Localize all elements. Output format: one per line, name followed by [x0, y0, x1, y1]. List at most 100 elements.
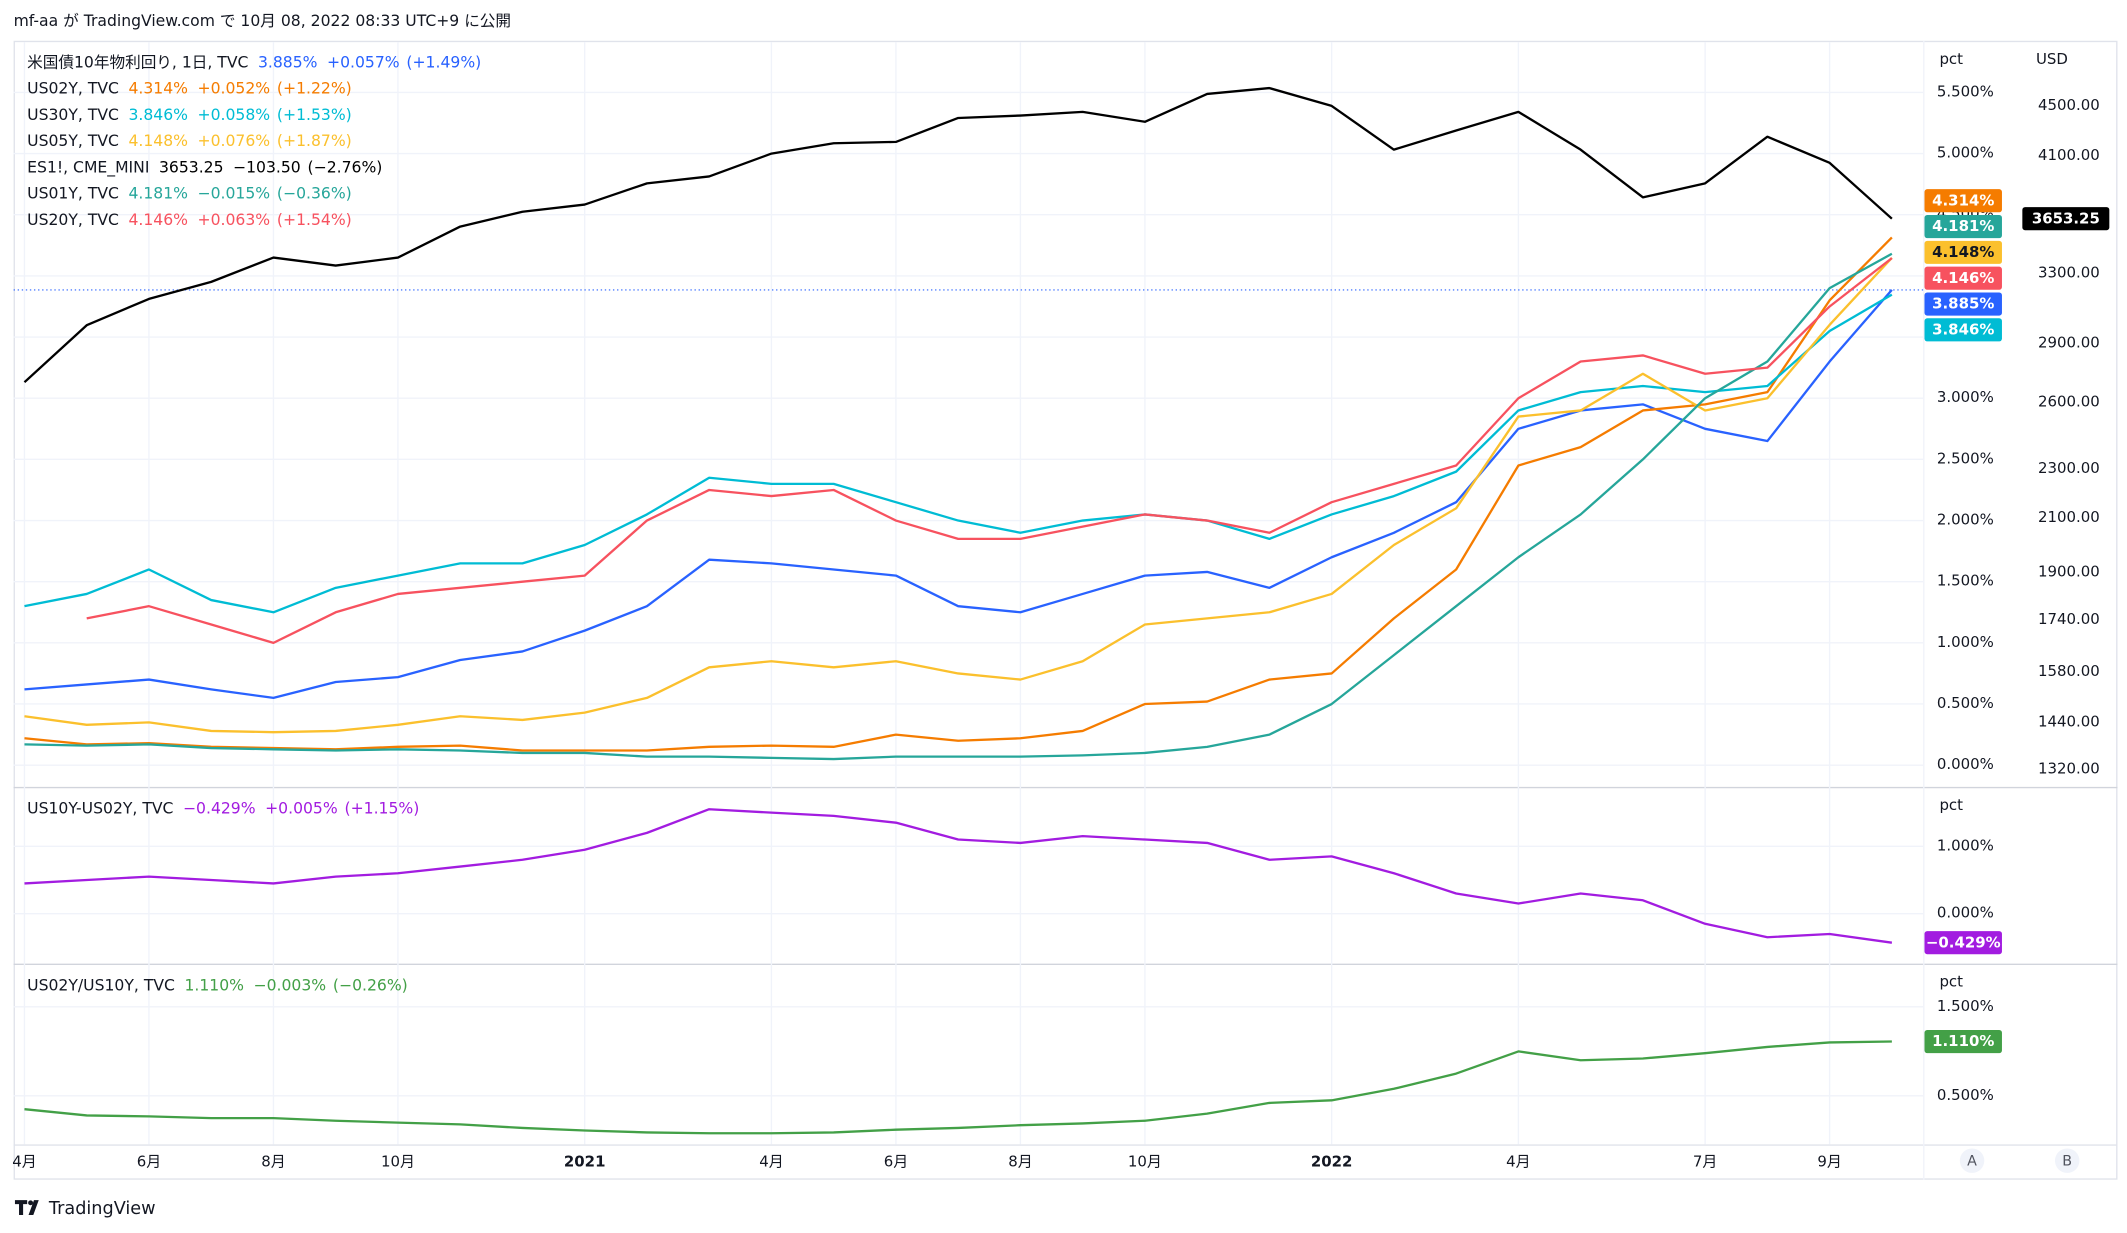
price-badge-label: 4.181%: [1932, 217, 1994, 235]
legend-change-pct: (+1.54%): [277, 210, 352, 228]
legend-entry: US01Y, TVC 4.181% −0.015% (−0.36%): [27, 184, 352, 202]
price-badge: [1924, 189, 2002, 213]
series-line: [24, 257, 1893, 734]
x-tick-label: 4月: [1506, 1153, 1530, 1171]
price-badge: [1924, 318, 2002, 342]
axis-unit: USD: [2036, 50, 2068, 68]
legend-entry: 米国債10年物利回り, 1日, TVC 3.885% +0.057% (+1.49%): [27, 53, 481, 71]
chart-frame: [13, 40, 2118, 1180]
y2-tick-label: 1740.00: [2038, 610, 2100, 628]
series-line: [86, 257, 1893, 645]
button-label[interactable]: A: [1967, 1153, 1977, 1169]
legend-change-pct: (+1.53%): [277, 105, 352, 123]
price-badge: [1924, 266, 2002, 290]
price-badge-label: 3653.25: [2032, 209, 2100, 227]
footer-logo: TradingView: [14, 1199, 156, 1219]
axis-unit: pct: [1939, 796, 1963, 814]
y-tick-label: 1.500%: [1937, 572, 1994, 590]
price-badge: [1924, 292, 2002, 316]
y2-tick-label: 2100.00: [2038, 508, 2100, 526]
y-tick-label: 0.500%: [1937, 1086, 1994, 1104]
publish-header: mf-aa が TradingView.com で 10月 08, 2022 0…: [14, 12, 511, 30]
y-tick-label: 1.000%: [1937, 836, 1994, 854]
legend-change: +0.057%: [327, 53, 400, 71]
x-tick-label: 6月: [884, 1153, 908, 1171]
legend-change: −103.50: [233, 158, 301, 176]
legend-change-pct: (+1.49%): [406, 53, 481, 71]
legend-change: +0.005%: [265, 799, 338, 817]
legend-entry: US30Y, TVC 3.846% +0.058% (+1.53%): [27, 105, 352, 123]
series-line: [24, 236, 1893, 752]
legend-name: US10Y-US02Y, TVC: [27, 799, 173, 817]
legend-change-pct: (+1.15%): [345, 799, 420, 817]
legend-change: −0.003%: [254, 976, 327, 994]
legend-name: US05Y, TVC: [27, 132, 119, 150]
x-tick-label: 6月: [137, 1153, 161, 1171]
legend-last: 4.148%: [128, 132, 188, 150]
y2-tick-label: 1900.00: [2038, 562, 2100, 580]
legend-change-pct: (+1.87%): [277, 132, 352, 150]
legend-name: US02Y/US10Y, TVC: [27, 976, 175, 994]
x-tick-label: 10月: [381, 1153, 415, 1171]
x-tick-label: 9月: [1817, 1153, 1841, 1171]
labels: 4月 6月 8月 10月 2021 4月 6月 8月 10月 2022 4月 7月 9月 pct USD 0.…: [12, 50, 2110, 1171]
legend-entry: US02Y, TVC 4.314% +0.052% (+1.22%): [27, 79, 352, 97]
legend-entry: ES1!, CME_MINI 3653.25 −103.50 (−2.76%): [27, 158, 382, 177]
price-badge: [1924, 1030, 2002, 1054]
price-badge-label: 4.148%: [1932, 243, 1994, 261]
series-line: [24, 252, 1893, 761]
button-circle[interactable]: [1959, 1148, 1985, 1173]
plot: [13, 86, 1924, 1135]
y-tick-label: 0.000%: [1937, 904, 1994, 922]
price-badge-label: −0.429%: [1926, 933, 2001, 951]
button-circle[interactable]: [2054, 1148, 2080, 1173]
series-line: [23, 86, 1893, 384]
legend-last: 3653.25: [159, 158, 224, 176]
scale-button[interactable]: A: [1959, 1148, 1985, 1173]
legend-name: US01Y, TVC: [27, 184, 119, 202]
y-tick-label: 1.500%: [1937, 997, 1994, 1015]
axis-unit: pct: [1939, 973, 1963, 991]
y-tick-label: 2.000%: [1937, 511, 1994, 529]
legend-entry: US02Y/US10Y, TVC 1.110% −0.003% (−0.26%): [27, 976, 408, 994]
y-tick-label: 1.000%: [1937, 633, 1994, 651]
price-badge: [1924, 215, 2002, 239]
legend-last: −0.429%: [183, 799, 256, 817]
legend-last: 4.314%: [128, 79, 188, 97]
legend-name: US30Y, TVC: [27, 105, 119, 123]
logo-text: TradingView: [48, 1199, 156, 1219]
x-tick-label: 4月: [12, 1153, 36, 1171]
legend-change-pct: (−2.76%): [308, 158, 383, 176]
x-tick-label: 2021: [564, 1153, 606, 1171]
x-tick-label: 4月: [759, 1153, 783, 1171]
legend-change: +0.076%: [198, 132, 271, 150]
legend-name: 米国債10年物利回り, 1日, TVC: [27, 53, 248, 71]
scale-button[interactable]: B: [2054, 1148, 2080, 1173]
legend-last: 1.110%: [184, 976, 244, 994]
y-tick-label: 0.000%: [1937, 755, 1994, 773]
logo-dot: [28, 1200, 34, 1206]
legend-entry: US20Y, TVC 4.146% +0.063% (+1.54%): [27, 210, 352, 228]
series-line: [24, 808, 1893, 944]
price-badge-label: 4.146%: [1932, 269, 1994, 287]
y-tick-label: 5.500%: [1937, 82, 1994, 100]
y2-tick-label: 1320.00: [2038, 759, 2100, 777]
axis-unit: pct: [1939, 50, 1963, 68]
y-tick-label: 3.000%: [1937, 388, 1994, 406]
legend-name: US20Y, TVC: [27, 210, 119, 228]
grid: [13, 42, 1924, 1145]
legend-name: ES1!, CME_MINI: [27, 158, 149, 177]
legend-change: +0.058%: [198, 105, 271, 123]
y-tick-label: 5.000%: [1937, 144, 1994, 162]
legend-change: +0.063%: [198, 210, 271, 228]
price-badge: [1924, 931, 2002, 955]
legend-change-pct: (−0.26%): [333, 976, 408, 994]
price-badge: [1924, 240, 2002, 264]
x-tick-label: 8月: [1008, 1153, 1032, 1171]
legend-last: 4.146%: [128, 210, 188, 228]
y2-tick-label: 2900.00: [2038, 334, 2100, 352]
legend-last: 3.885%: [258, 53, 318, 71]
button-label[interactable]: B: [2062, 1153, 2072, 1169]
